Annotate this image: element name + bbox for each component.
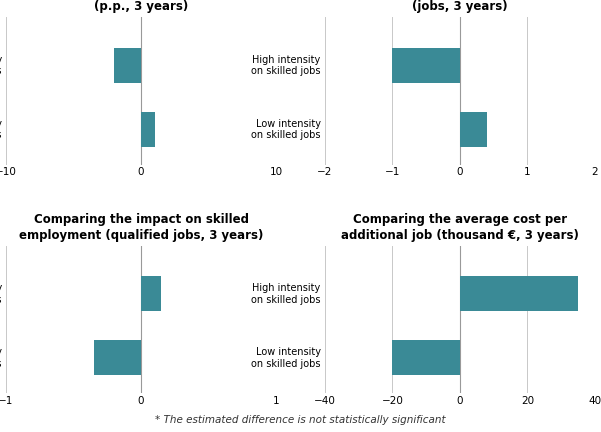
Bar: [460, 276, 578, 311]
Bar: [392, 340, 460, 375]
Bar: [460, 112, 487, 147]
Bar: [141, 112, 154, 147]
Bar: [94, 340, 141, 375]
Bar: [114, 48, 141, 83]
Bar: [392, 48, 460, 83]
Title: Comparing the average cost per
additional job (thousand €, 3 years): Comparing the average cost per additiona…: [341, 213, 579, 242]
Title: Comparing the impact on employment
(jobs, 3 years): Comparing the impact on employment (jobs…: [333, 0, 587, 13]
Bar: [141, 276, 161, 311]
Text: * The estimated difference is not statistically significant: * The estimated difference is not statis…: [155, 415, 446, 426]
Title: Comparing the impact on survival
(p.p., 3 years): Comparing the impact on survival (p.p., …: [29, 0, 253, 13]
Title: Comparing the impact on skilled
employment (qualified jobs, 3 years): Comparing the impact on skilled employme…: [19, 213, 263, 242]
